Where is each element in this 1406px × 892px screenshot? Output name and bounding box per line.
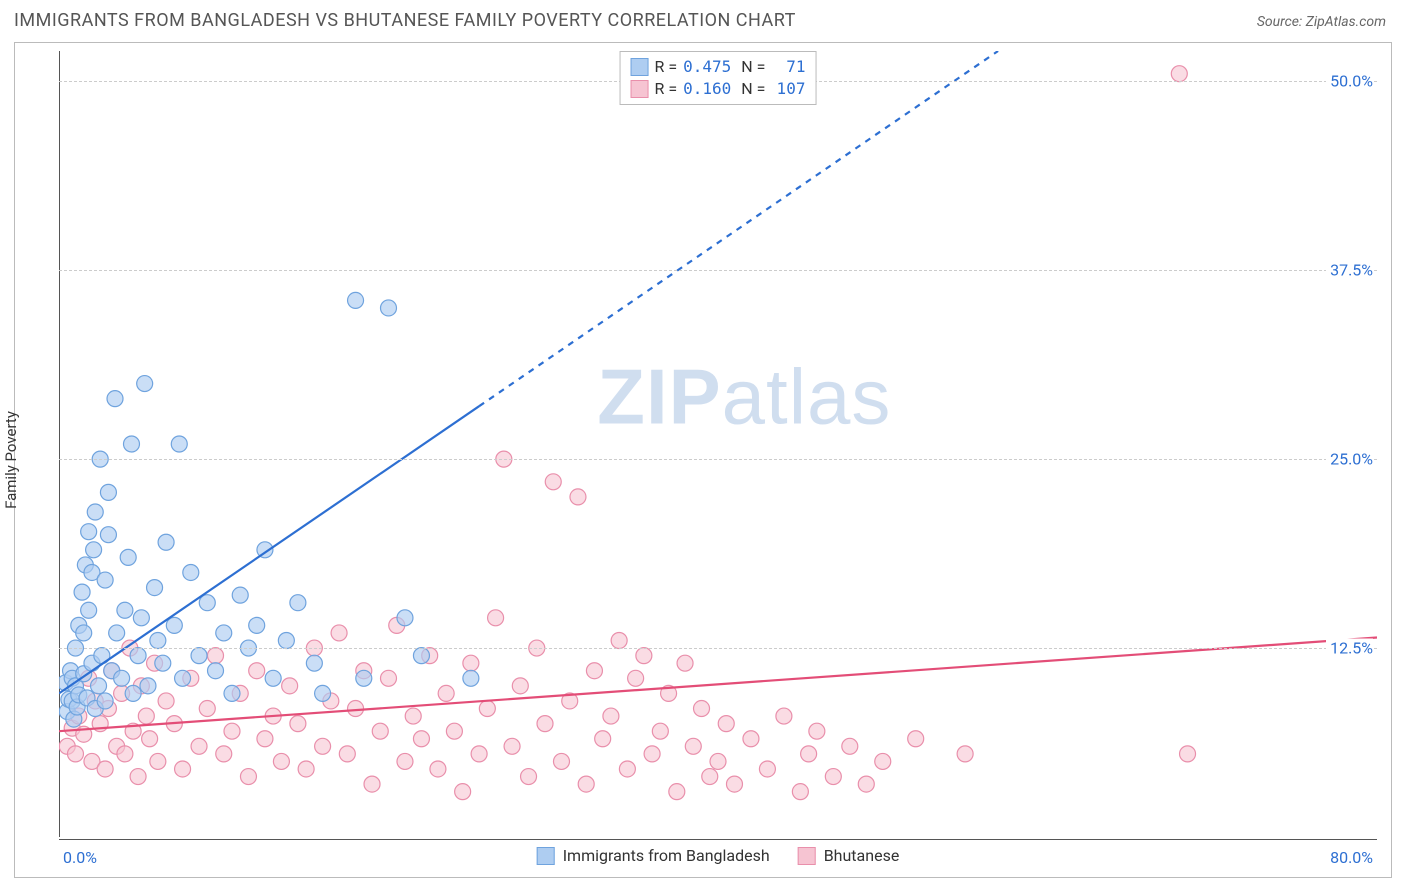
y-tick-label: 25.0% [1326, 450, 1373, 469]
x-tick-label: 0.0% [63, 848, 97, 867]
gridline [59, 270, 1377, 271]
plot-area: ZIPatlas R = 0.475 N = 71 R = 0.160 N = … [59, 51, 1377, 837]
legend-swatch-bhutanese [631, 80, 649, 98]
legend-label-bhutanese: Bhutanese [824, 846, 900, 865]
legend-item-bhutanese: Bhutanese [798, 846, 900, 865]
legend-label-bangladesh: Immigrants from Bangladesh [563, 846, 770, 865]
legend-n-value-bangladesh: 71 [771, 56, 805, 78]
legend-n-value-bhutanese: 107 [771, 78, 805, 100]
legend-swatch-bangladesh-icon [537, 847, 555, 865]
legend-item-bangladesh: Immigrants from Bangladesh [537, 846, 770, 865]
y-tick-label: 37.5% [1326, 261, 1373, 280]
legend-row-bangladesh: R = 0.475 N = 71 [631, 56, 806, 78]
series-legend: Immigrants from Bangladesh Bhutanese [537, 846, 900, 865]
legend-r-label: R = [655, 78, 678, 100]
source-attribution: Source: ZipAtlas.com [1257, 11, 1386, 30]
x-tick-label: 80.0% [1330, 848, 1373, 867]
gridline [59, 648, 1377, 649]
x-axis: Immigrants from Bangladesh Bhutanese 0.0… [59, 839, 1377, 877]
chart-title: IMMIGRANTS FROM BANGLADESH VS BHUTANESE … [14, 10, 796, 31]
source-name: ZipAtlas.com [1306, 14, 1386, 30]
legend-r-value-bhutanese: 0.160 [683, 78, 731, 100]
source-label: Source: [1257, 14, 1306, 30]
correlation-legend: R = 0.475 N = 71 R = 0.160 N = 107 [620, 51, 817, 105]
scatter-svg [59, 51, 1377, 837]
gridline [59, 459, 1377, 460]
legend-r-value-bangladesh: 0.475 [683, 56, 731, 78]
y-axis-label: Family Poverty [2, 411, 20, 509]
y-tick-label: 50.0% [1326, 72, 1373, 91]
y-tick-label: 12.5% [1326, 639, 1373, 658]
legend-swatch-bangladesh [631, 58, 649, 76]
legend-row-bhutanese: R = 0.160 N = 107 [631, 78, 806, 100]
legend-r-label: R = [655, 56, 678, 78]
chart-container: Family Poverty ZIPatlas R = 0.475 N = 71… [14, 42, 1392, 878]
legend-swatch-bhutanese-icon [798, 847, 816, 865]
legend-n-label: N = [737, 56, 765, 78]
legend-n-label: N = [737, 78, 765, 100]
